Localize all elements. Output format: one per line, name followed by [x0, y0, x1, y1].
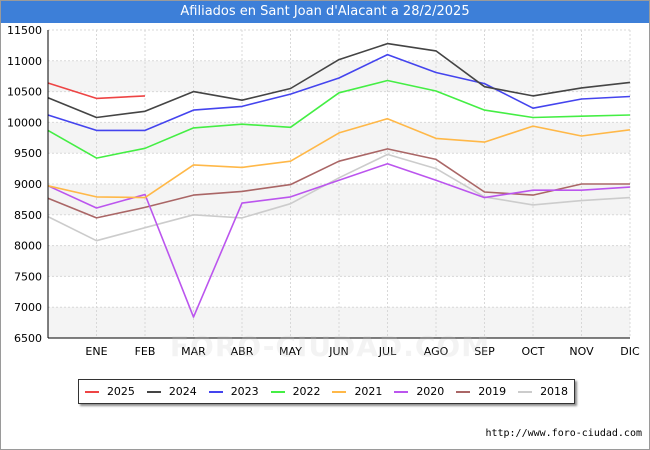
legend-item-2018: 2018	[518, 385, 568, 398]
chart-legend: 2025 2024 2023 2022 2021 2020 2019 2018	[78, 379, 575, 404]
legend-label: 2024	[168, 385, 197, 398]
legend-swatch	[270, 390, 285, 393]
x-tick-label: MAY	[279, 345, 302, 358]
x-tick-label: JUL	[378, 345, 397, 358]
series-line-2019	[47, 148, 630, 219]
x-tick-label: ABR	[231, 345, 254, 358]
series-lines	[47, 42, 631, 318]
legend-item-2024: 2024	[146, 385, 197, 398]
series-line-2018	[47, 153, 631, 242]
y-tick-label: 9000	[14, 178, 42, 191]
legend-label: 2022	[292, 385, 321, 398]
chart-title: Afiliados en Sant Joan d'Alacant a 28/2/…	[1, 1, 649, 23]
legend-swatch	[394, 390, 409, 393]
x-tick-label: JUN	[328, 345, 349, 358]
legend-item-2021: 2021	[332, 385, 382, 398]
source-url: http://www.foro-ciudad.com	[485, 428, 642, 439]
legend-item-2020: 2020	[394, 385, 444, 398]
y-tick-label: 7000	[14, 301, 42, 314]
x-tick-label: ENE	[85, 345, 107, 358]
series-line-2023	[47, 53, 631, 132]
x-tick-label: FEB	[135, 345, 156, 358]
legend-swatch	[518, 390, 533, 393]
x-tick-label: AGO	[424, 345, 449, 358]
series-line-2024	[47, 42, 631, 119]
legend-swatch	[208, 390, 223, 393]
legend-label: 2025	[106, 385, 135, 398]
x-tick-label: NOV	[569, 345, 594, 358]
legend-swatch	[84, 390, 99, 393]
legend-swatch	[146, 390, 161, 393]
legend-item-2019: 2019	[456, 385, 506, 398]
series-line-2021	[47, 117, 631, 199]
x-tick-label: SEP	[474, 345, 495, 358]
watermark-text: FORO-CIUDAD.COM	[169, 330, 491, 363]
x-tick-labels: ENE FEB MAR ABR MAY JUN JUL AGO SEP OCT NOV DIC	[85, 345, 640, 358]
y-tick-label: 6500	[14, 332, 42, 345]
legend-swatch	[456, 390, 471, 393]
x-tick-label: MAR	[181, 345, 206, 358]
y-tick-label: 11500	[7, 24, 42, 37]
legend-label: 2020	[416, 385, 445, 398]
y-tick-label: 9500	[14, 147, 42, 160]
y-tick-label: 8000	[14, 240, 42, 253]
legend-item-2022: 2022	[270, 385, 321, 398]
legend-swatch	[332, 390, 347, 393]
series-line-2022	[47, 79, 631, 159]
legend-label: 2021	[354, 385, 383, 398]
y-tick-labels: 6500 7000 7500 8000 8500 9000 9500 10000 10500 11…	[7, 24, 42, 345]
legend-label: 2023	[230, 385, 259, 398]
legend-item-2025: 2025	[84, 385, 135, 398]
series-line-2020	[47, 162, 631, 318]
series-line-2025	[47, 82, 146, 100]
y-tick-label: 10500	[7, 86, 42, 99]
legend-label: 2019	[478, 385, 507, 398]
y-tick-label: 7500	[14, 270, 42, 283]
y-tick-label: 8500	[14, 209, 42, 222]
y-tick-label: 11000	[7, 55, 42, 68]
x-tick-label: DIC	[620, 345, 640, 358]
x-tick-label: OCT	[521, 345, 544, 358]
y-tick-label: 10000	[7, 116, 42, 129]
legend-item-2023: 2023	[208, 385, 259, 398]
legend-label: 2018	[540, 385, 569, 398]
